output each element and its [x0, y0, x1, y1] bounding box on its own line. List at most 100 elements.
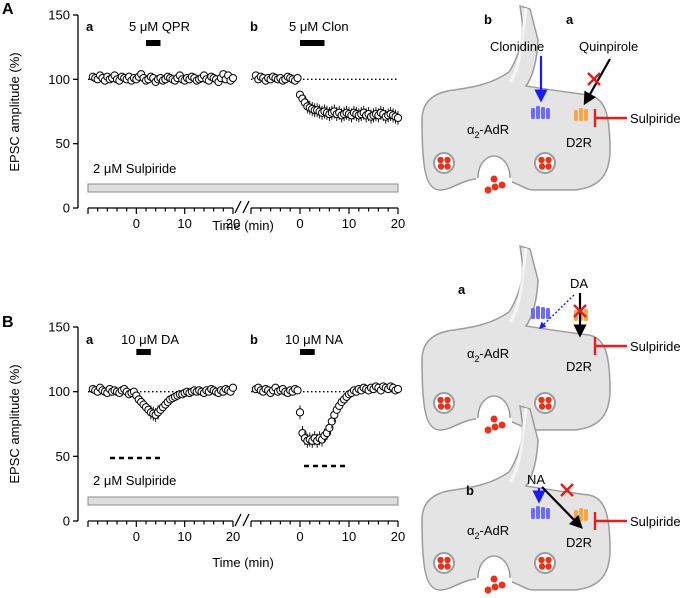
data-point: [295, 408, 305, 417]
panel-label-a: A: [2, 1, 14, 18]
y-tick-label: 0: [63, 514, 70, 529]
alpha2-receptor: [531, 106, 550, 119]
vesicle-membrane: [534, 152, 556, 174]
synapse-schematic: b a Clonidine Quinpirole Sulpiride α2-Ad…: [421, 4, 681, 194]
sub-label-b: b: [484, 12, 492, 27]
axis-break-mark: [242, 513, 250, 527]
vesicle: [545, 563, 552, 570]
x-tick-label: 20: [391, 216, 405, 231]
sub-label-b: b: [250, 19, 258, 34]
vesicle-membrane: [433, 392, 455, 414]
vesicle: [538, 563, 546, 570]
sub-label-a: a: [458, 282, 466, 297]
vesicle: [444, 163, 451, 170]
data-point: [293, 73, 302, 83]
vesicle: [444, 563, 451, 570]
d2-receptor: [574, 108, 588, 121]
panel-label-b: B: [2, 314, 14, 331]
vesicle: [545, 396, 552, 404]
data-point: [393, 384, 403, 394]
vesicle: [545, 163, 552, 170]
drug-application-bar: [300, 40, 325, 46]
alpha2-adr-label: α2-AdR: [467, 346, 509, 364]
y-tick-label: 150: [48, 320, 70, 335]
synapse-schematic: b NA Sulpiride α2-AdR D2R: [421, 404, 681, 594]
control-label: 2 μM Sulpiride: [93, 473, 176, 488]
release-site: [476, 155, 512, 194]
vesicle: [538, 163, 546, 170]
vesicle-cluster: [433, 552, 455, 574]
sulpiride-inhibition: [593, 337, 627, 355]
vesicle-cluster: [534, 392, 556, 414]
y-tick-label: 50: [56, 449, 70, 464]
vesicle-membrane: [534, 552, 556, 574]
x-tick-label: 10: [342, 216, 356, 231]
sulpiride-bar: [87, 496, 399, 506]
vesicle-cluster: [433, 392, 455, 414]
da-alpha2-arrow: [538, 294, 575, 329]
alpha2-receptor: [531, 306, 550, 319]
vesicle: [437, 156, 444, 164]
vesicle: [437, 556, 444, 564]
drug-label-qpr: 5 μM QPR: [129, 19, 190, 34]
vesicle: [444, 556, 451, 564]
vesicle-membrane: [433, 552, 455, 574]
y-tick-label: 100: [48, 72, 70, 87]
x-axis-label: Time (min): [212, 218, 274, 233]
y-axis-label: EPSC amplitude (%): [7, 52, 22, 171]
data-point: [293, 386, 302, 395]
y-tick-label: 100: [48, 384, 70, 399]
sulpiride-label: Sulpiride: [630, 111, 681, 126]
data-point: [393, 113, 403, 123]
drug-label-clon: 5 μM Clon: [289, 19, 349, 34]
graph-panel-a: A EPSC amplitude (%) 0 50 100 150 0 10 20 0 10 2…: [2, 1, 405, 233]
vesicle-cluster: [433, 152, 455, 174]
da-label: DA: [570, 276, 588, 291]
vesicle: [538, 156, 545, 164]
control-label: 2 μM Sulpiride: [93, 161, 176, 176]
alpha2-receptor: [531, 506, 550, 519]
axis-break-mark: [234, 200, 242, 214]
graph-panel-b: B EPSC amplitude (%) 0 50 100 150 0 10 20 0 10 2…: [2, 314, 405, 570]
na-label: NA: [527, 472, 545, 487]
x-tick-label: 0: [296, 216, 303, 231]
clonidine-label: Clonidine: [490, 39, 544, 54]
x-tick-label: 10: [342, 529, 356, 544]
x-tick-label: 20: [226, 529, 240, 544]
d2r-label: D2R: [566, 359, 592, 374]
axis-break-mark: [234, 513, 242, 527]
alpha2-adr-label: α2-AdR: [467, 523, 509, 541]
vesicle-cluster: [534, 152, 556, 174]
sub-label-b: b: [466, 483, 474, 498]
drug-label-na: 10 μM NA: [285, 332, 343, 347]
sub-label-a: a: [566, 12, 574, 27]
sub-label-b: b: [250, 332, 258, 347]
x-tick-label: 10: [177, 216, 191, 231]
drug-label-da: 10 μM DA: [121, 332, 179, 347]
sub-label-a: a: [86, 19, 94, 34]
vesicle: [437, 563, 445, 570]
vesicle-cluster: [534, 552, 556, 574]
na-d2-arrow: [541, 486, 583, 529]
x-axis: 0 10 20 0 10 20: [87, 513, 405, 544]
vesicle: [437, 396, 444, 404]
data-point: [228, 73, 238, 83]
plot-area: [88, 40, 403, 125]
alpha2-adr-label: α2-AdR: [467, 122, 509, 140]
block-x-icon: [573, 304, 587, 318]
vesicle: [538, 556, 545, 564]
vesicle-membrane: [433, 152, 455, 174]
y-axis: 0 50 100 150: [48, 8, 79, 216]
y-axis-label: EPSC amplitude (%): [7, 364, 22, 483]
x-tick-label: 0: [296, 529, 303, 544]
release-site: [476, 395, 512, 434]
vesicle: [444, 156, 451, 164]
sulpiride-inhibition: [593, 512, 627, 530]
sulpiride-bar: [87, 183, 399, 193]
release-site: [476, 555, 512, 594]
y-axis: 0 50 100 150: [48, 320, 79, 529]
synapse-schematic: a DA Sulpiride α2-AdR D2R: [421, 244, 681, 434]
d2r-label: D2R: [566, 535, 592, 550]
y-tick-label: 150: [48, 8, 70, 23]
